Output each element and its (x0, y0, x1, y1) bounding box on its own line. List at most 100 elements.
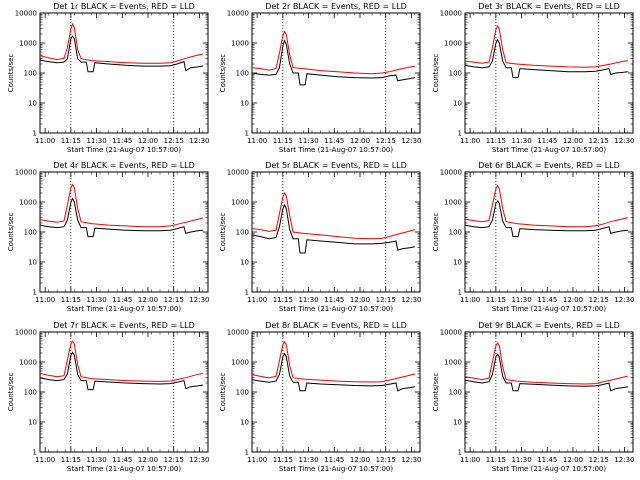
plot-frame (39, 331, 209, 453)
x-axis-label: Start Time (21-Aug-07 10:57:00) (67, 465, 181, 473)
x-axis-label: Start Time (21-Aug-07 10:57:00) (67, 305, 181, 313)
series-line-events (464, 38, 628, 79)
x-tick-label: 11:00 (35, 456, 55, 464)
x-tick-label: 11:00 (35, 137, 55, 145)
plot-frame (251, 331, 421, 453)
series-line-events (464, 353, 628, 392)
x-tick-label: 12:15 (376, 296, 396, 304)
x-tick-label: 11:00 (247, 137, 267, 145)
x-tick-label: 11:15 (486, 456, 506, 464)
panel-det-2: Det 2r BLACK = Events, RED = LLD 1 10 100 10… (219, 2, 422, 154)
y-tick-label: 1 (245, 449, 249, 457)
x-tick-label: 12:30 (401, 137, 421, 145)
series-line-lld (251, 30, 415, 75)
x-tick-label: 12:00 (563, 296, 583, 304)
y-tick-label: 1000 (231, 40, 249, 48)
x-tick-label: 12:00 (563, 137, 583, 145)
series-line-events (39, 351, 203, 391)
x-tick-label: 11:30 (298, 296, 318, 304)
x-tick-label: 12:15 (589, 137, 609, 145)
plot-frame (464, 331, 634, 453)
y-axis-label: Counts/sec (432, 54, 440, 93)
y-tick-label: 1000 (444, 40, 462, 48)
panel-title: Det 1r BLACK = Events, RED = LLD (53, 2, 195, 11)
x-axis-label: Start Time (21-Aug-07 10:57:00) (279, 305, 393, 313)
y-tick-label: 100 (24, 70, 37, 78)
series-line-events (39, 35, 203, 73)
x-tick-label: 11:15 (61, 296, 81, 304)
series-line-events (251, 352, 415, 392)
x-tick-label: 12:15 (376, 137, 396, 145)
y-tick-label: 1 (33, 449, 37, 457)
panel-det-7: Det 7r BLACK = Events, RED = LLD 1 10 100 10… (7, 321, 210, 473)
x-tick-label: 11:30 (511, 296, 531, 304)
x-tick-label: 12:00 (138, 137, 158, 145)
y-tick-label: 100 (236, 389, 249, 397)
x-tick-label: 12:15 (164, 296, 184, 304)
x-axis-label: Start Time (21-Aug-07 10:57:00) (67, 146, 181, 154)
y-tick-label: 100 (236, 229, 249, 237)
y-tick-label: 10000 (15, 169, 37, 177)
y-axis-label: Counts/sec (7, 54, 15, 93)
y-axis-label: Counts/sec (219, 373, 227, 412)
y-axis-label: Counts/sec (432, 373, 440, 412)
x-tick-label: 11:45 (537, 456, 557, 464)
y-tick-label: 100 (24, 389, 37, 397)
x-tick-label: 12:30 (189, 296, 209, 304)
x-tick-label: 11:00 (247, 296, 267, 304)
panel-title: Det 9r BLACK = Events, RED = LLD (478, 321, 620, 330)
y-tick-label: 1 (245, 289, 249, 297)
x-tick-label: 11:15 (61, 456, 81, 464)
plot-frame (39, 12, 209, 134)
panel-title: Det 5r BLACK = Events, RED = LLD (265, 161, 407, 170)
y-tick-label: 100 (236, 70, 249, 78)
x-tick-label: 11:30 (86, 137, 106, 145)
x-tick-label: 11:00 (460, 296, 480, 304)
panel-title: Det 3r BLACK = Events, RED = LLD (478, 2, 620, 11)
x-tick-label: 11:15 (486, 137, 506, 145)
y-tick-label: 10000 (15, 329, 37, 337)
x-tick-label: 12:15 (589, 456, 609, 464)
x-tick-label: 12:00 (350, 137, 370, 145)
x-tick-label: 11:15 (273, 137, 293, 145)
x-tick-label: 12:30 (189, 137, 209, 145)
x-tick-label: 12:30 (401, 456, 421, 464)
x-tick-label: 11:30 (511, 456, 531, 464)
x-tick-label: 11:45 (537, 296, 557, 304)
y-tick-label: 100 (449, 70, 462, 78)
panel-det-8: Det 8r BLACK = Events, RED = LLD 1 10 100 10… (219, 321, 422, 473)
x-tick-label: 11:00 (247, 456, 267, 464)
series-line-events (464, 199, 628, 238)
plot-frame (464, 171, 634, 293)
y-tick-label: 100 (449, 229, 462, 237)
y-tick-label: 1000 (444, 199, 462, 207)
panel-det-9: Det 9r BLACK = Events, RED = LLD 1 10 100 10… (432, 321, 635, 473)
y-tick-label: 10 (28, 259, 37, 267)
y-tick-label: 10 (453, 259, 462, 267)
x-axis-label: Start Time (21-Aug-07 10:57:00) (279, 465, 393, 473)
series-line-events (251, 39, 415, 86)
y-axis-label: Counts/sec (7, 373, 15, 412)
x-tick-label: 11:45 (324, 456, 344, 464)
x-tick-label: 12:30 (614, 296, 634, 304)
y-tick-label: 1 (33, 289, 37, 297)
x-tick-label: 11:30 (86, 456, 106, 464)
y-tick-label: 10 (240, 259, 249, 267)
x-tick-label: 11:30 (511, 137, 531, 145)
series-line-lld (464, 184, 629, 228)
y-tick-label: 10 (28, 100, 37, 108)
x-tick-label: 11:45 (112, 456, 132, 464)
x-tick-label: 11:45 (112, 137, 132, 145)
series-line-lld (251, 191, 416, 240)
x-tick-label: 11:15 (273, 456, 293, 464)
panel-title: Det 7r BLACK = Events, RED = LLD (53, 321, 195, 330)
x-tick-label: 12:15 (376, 456, 396, 464)
panel-title: Det 6r BLACK = Events, RED = LLD (478, 161, 620, 170)
x-tick-label: 12:00 (138, 296, 158, 304)
x-tick-label: 11:15 (273, 296, 293, 304)
x-tick-label: 11:45 (112, 296, 132, 304)
x-tick-label: 11:00 (35, 296, 55, 304)
y-tick-label: 1 (458, 130, 462, 138)
x-tick-label: 12:30 (401, 296, 421, 304)
panel-title: Det 8r BLACK = Events, RED = LLD (265, 321, 407, 330)
